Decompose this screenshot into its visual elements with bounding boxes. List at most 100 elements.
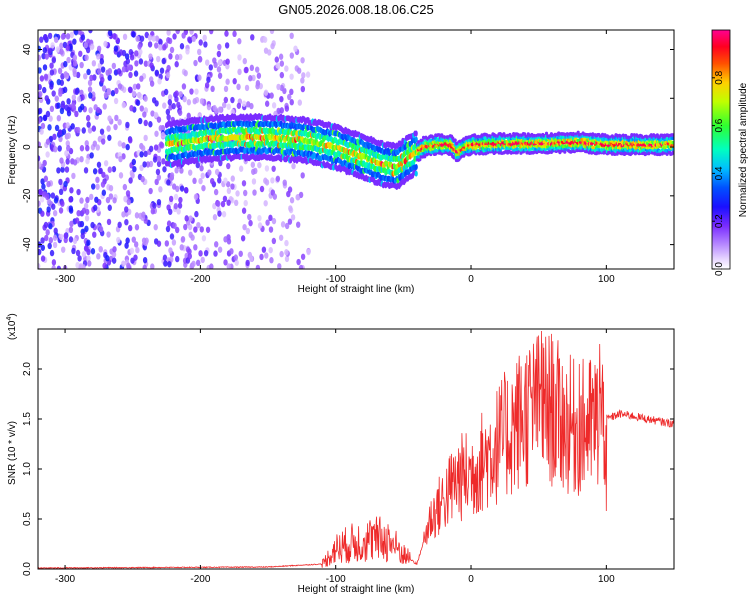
heatmap-cell (51, 57, 56, 64)
heatmap-cell (47, 242, 52, 250)
heatmap-cell (98, 246, 103, 253)
heatmap-cell (214, 107, 219, 114)
snr-panel: -300 -200 -100 0 100 0.0 0.5 1.0 1.5 2.0 Height … (6, 313, 675, 595)
y-tick-label: 40 (22, 44, 33, 56)
heatmap-cell (106, 231, 111, 238)
heatmap-cell (133, 254, 138, 261)
heatmap-cell (45, 229, 50, 236)
heatmap-cell (414, 163, 418, 170)
heatmap-cell (576, 130, 580, 135)
heatmap-cell (124, 53, 130, 60)
heatmap-cell (40, 178, 45, 185)
heatmap-cell (216, 66, 222, 73)
heatmap-cell (96, 253, 101, 260)
heatmap-cell (137, 43, 142, 50)
heatmap-cell (152, 156, 158, 163)
heatmap-cell (64, 104, 69, 111)
heatmap-cell (74, 110, 79, 118)
heatmap-cell (86, 68, 91, 76)
heatmap-cell (200, 256, 205, 264)
heatmap-cell (171, 183, 177, 190)
heatmap-cell (39, 128, 44, 135)
heatmap-cell (248, 75, 253, 82)
heatmap-cell (145, 161, 151, 168)
y-tick-label: 1.0 (22, 462, 33, 476)
heatmap-cell (112, 197, 117, 204)
heatmap-cell (121, 66, 127, 73)
heatmap-cell (236, 83, 241, 91)
heatmap-cell (251, 178, 257, 185)
heatmap-cell (118, 172, 124, 179)
heatmap-cell (56, 102, 61, 109)
heatmap-cell (132, 83, 138, 90)
heatmap-cell (128, 86, 133, 94)
heatmap-cell (128, 71, 133, 79)
heatmap-cell (185, 48, 190, 55)
heatmap-cell (269, 30, 275, 35)
snr-x-axis: -300 -200 -100 0 100 (55, 329, 615, 585)
heatmap-cell (297, 99, 302, 106)
heatmap-cell (131, 31, 136, 38)
heatmap-cell (52, 133, 57, 141)
heatmap-cell (226, 199, 231, 206)
heatmap-cell (284, 105, 290, 112)
heatmap-cell (257, 222, 263, 229)
heatmap-cell (125, 237, 130, 244)
heatmap-cell (300, 77, 305, 84)
heatmap-cell (85, 196, 90, 204)
heatmap-cell (232, 30, 237, 38)
heatmap-cell (77, 255, 82, 262)
heatmap-cell (199, 165, 204, 172)
heatmap-cell (47, 32, 53, 40)
heatmap-cell (61, 246, 66, 253)
heatmap-cell (126, 262, 131, 269)
heatmap-cell (162, 44, 167, 51)
heatmap-cell (171, 102, 176, 110)
heatmap-cell (45, 193, 50, 201)
heatmap-cell (44, 95, 49, 102)
heatmap-cell (140, 145, 146, 152)
colorbar-ticks: 0.0 0.2 0.4 0.6 0.8 (712, 70, 725, 276)
heatmap-cell (178, 91, 183, 98)
heatmap-cell (38, 188, 43, 196)
heatmap-cell (84, 54, 89, 61)
heatmap-cell (242, 57, 247, 65)
heatmap-cell (63, 180, 68, 188)
heatmap-cell (190, 234, 195, 241)
heatmap-cell (85, 46, 91, 54)
heatmap-cell (141, 211, 146, 218)
heatmap-cell (102, 262, 107, 269)
heatmap-cell (68, 205, 73, 212)
heatmap-cell (124, 218, 129, 226)
heatmap-cell (123, 195, 128, 203)
heatmap-cell (279, 84, 285, 92)
heatmap-cell (229, 248, 234, 255)
heatmap-cell (103, 160, 109, 167)
heatmap-cell (226, 238, 232, 245)
heatmap-cell (287, 218, 293, 225)
heatmap-cell (168, 53, 173, 60)
heatmap-cell (49, 62, 54, 69)
heatmap-cell (225, 63, 230, 70)
heatmap-cell (166, 114, 171, 121)
heatmap-cell (183, 223, 188, 231)
heatmap-cell (135, 246, 140, 254)
heatmap-cell (86, 121, 91, 128)
heatmap-cell (213, 188, 219, 196)
heatmap-cell (166, 30, 171, 36)
heatmap-cell (51, 259, 57, 266)
snr-multiplier-exp: 4 (6, 317, 13, 321)
heatmap-cell (38, 67, 42, 74)
heatmap-cell (48, 115, 53, 122)
heatmap-cell (52, 234, 58, 241)
heatmap-cell (52, 209, 58, 217)
heatmap-cell (41, 183, 46, 190)
heatmap-cell (40, 255, 46, 262)
heatmap-cell (199, 226, 204, 233)
heatmap-cell (244, 84, 250, 92)
heatmap-cell (671, 136, 674, 141)
heatmap-cell (80, 34, 86, 41)
heatmap-cell (56, 265, 62, 269)
heatmap-cell (92, 231, 97, 238)
heatmap-cell (113, 123, 118, 131)
